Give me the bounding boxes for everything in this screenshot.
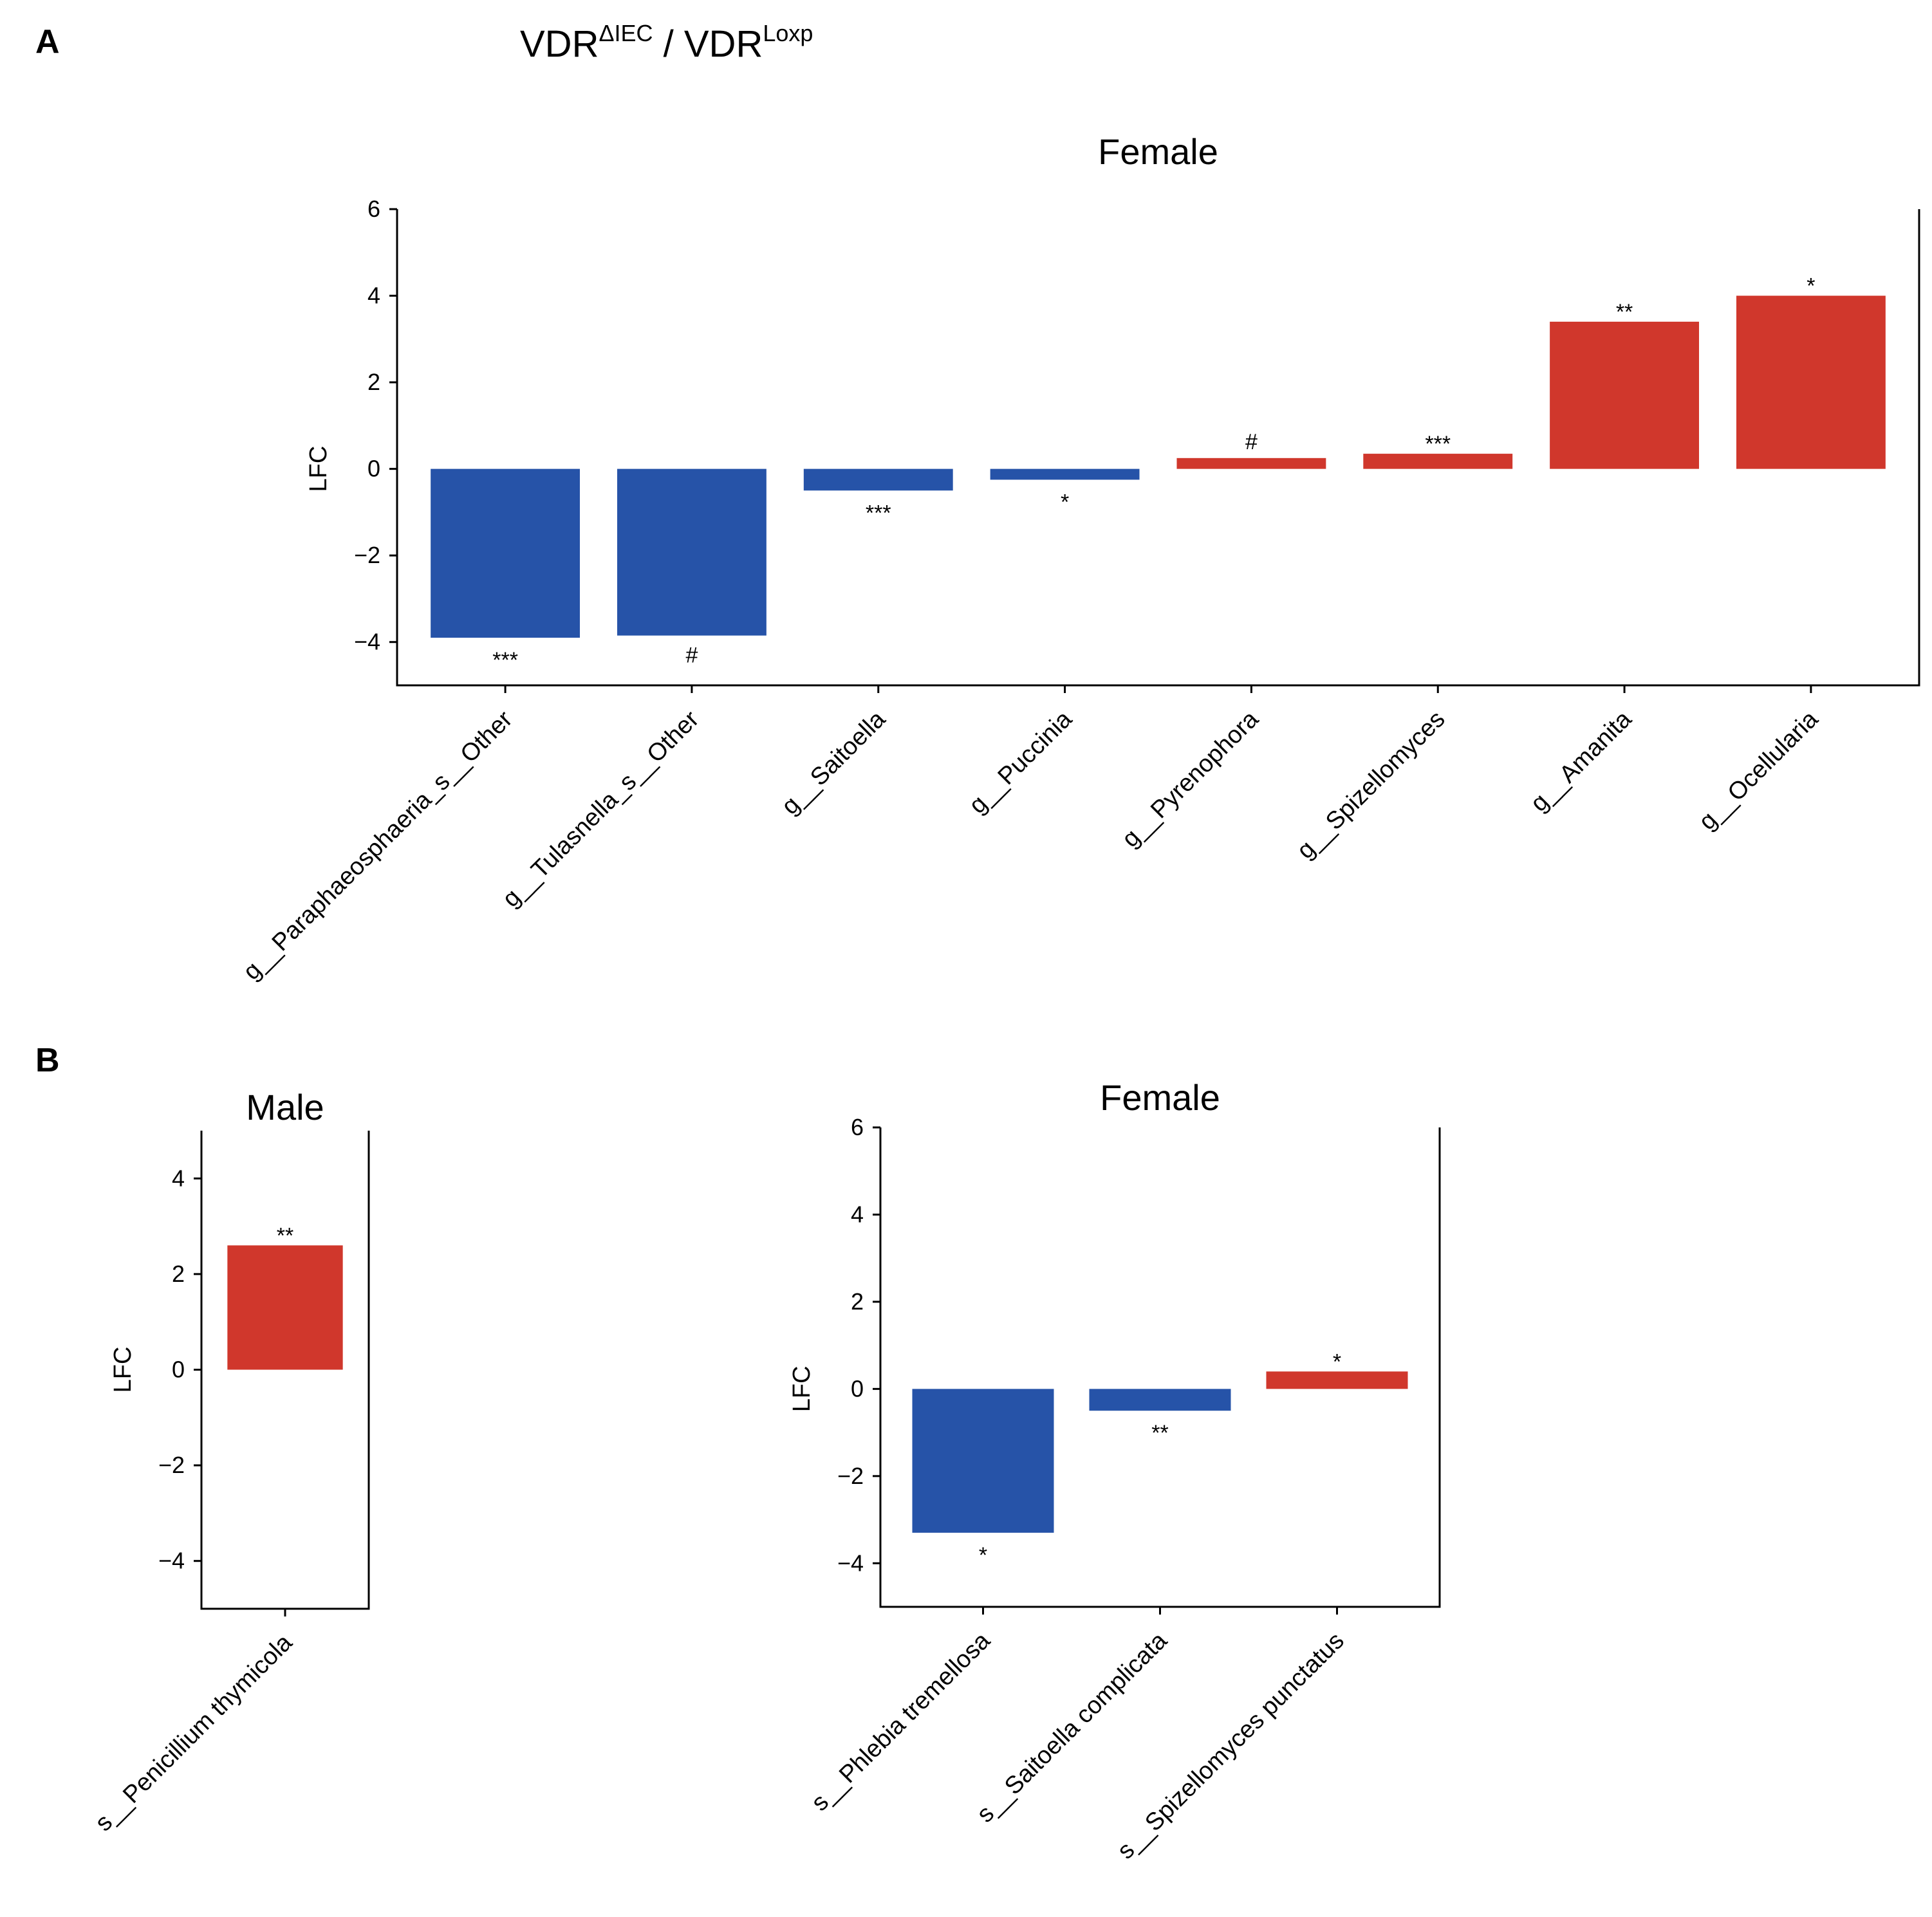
header-main-1: VDR: [520, 23, 599, 65]
chart-title: Female: [1100, 1077, 1220, 1118]
bar: [1550, 321, 1700, 469]
chart-title: Female: [1098, 131, 1218, 172]
header-sup-1: ΔIEC: [599, 20, 653, 46]
category-label: s__Phlebia tremellosa: [806, 1627, 996, 1817]
significance-label: *: [979, 1543, 987, 1568]
bar: [1089, 1389, 1231, 1411]
significance-label: *: [1807, 274, 1815, 299]
bar: [227, 1245, 343, 1370]
category-label: g__Saitoella: [777, 705, 891, 820]
significance-label: **: [277, 1223, 293, 1248]
category-label: s__Saitoella complicata: [972, 1627, 1173, 1828]
header-main-2: VDR: [684, 23, 763, 65]
header-sup-2: Loxp: [763, 20, 813, 46]
y-tick-label: −2: [354, 542, 380, 568]
bar: [803, 468, 953, 491]
bar: [617, 468, 766, 636]
bar: [1266, 1371, 1408, 1389]
category-label: g__Tulasnella_s__Other: [497, 705, 705, 912]
bar: [1363, 454, 1513, 469]
y-tick-label: 0: [172, 1357, 185, 1383]
y-axis-label: LFC: [305, 446, 332, 492]
y-tick-label: −4: [354, 629, 380, 655]
bar: [990, 468, 1140, 480]
y-axis-label: LFC: [109, 1347, 136, 1393]
significance-label: ***: [492, 648, 518, 672]
y-tick-label: 6: [367, 196, 380, 222]
y-tick-label: 2: [367, 369, 380, 395]
bar: [912, 1389, 1054, 1533]
panel-letter-b: B: [35, 1042, 60, 1079]
y-tick-label: 2: [851, 1288, 864, 1315]
chart-title: Male: [246, 1087, 324, 1127]
panel-letter-a: A: [35, 23, 60, 60]
chart-b-female: Female 6 4 2 0 −2 −4 LFC * s__Phlebia tremellosa *…: [788, 1077, 1441, 1864]
category-label: s__Penicillium thymicola: [90, 1629, 298, 1837]
bar: [1176, 458, 1326, 469]
y-tick-label: 2: [172, 1261, 185, 1287]
category-label: g__Ocellularia: [1694, 705, 1824, 835]
comparison-header: VDRΔIEC / VDRLoxp: [520, 20, 813, 65]
y-tick-label: −2: [158, 1452, 185, 1478]
y-tick-label: −2: [837, 1463, 864, 1489]
chart-a-female: Female6420−2−4LFC***g__Paraphaeosphaeria…: [238, 131, 1920, 985]
y-tick-label: 6: [851, 1114, 864, 1140]
category-label: g__Pyrenophora: [1117, 705, 1264, 853]
significance-label: **: [1616, 300, 1633, 324]
bar: [431, 468, 581, 638]
y-tick-label: 0: [367, 456, 380, 482]
y-tick-label: 0: [851, 1375, 864, 1402]
y-tick-label: 4: [851, 1201, 864, 1227]
axis-frame: [396, 209, 1920, 687]
significance-label: ***: [1425, 432, 1451, 456]
axis-frame: [879, 1127, 1441, 1608]
y-tick-label: 4: [367, 282, 380, 309]
chart-b-male: Male 4 2 0 −2 −4 LFC ** s__Penicillium thymicola: [90, 1087, 370, 1837]
significance-label: **: [1151, 1421, 1168, 1445]
bar: [1736, 295, 1886, 469]
significance-label: *: [1333, 1349, 1341, 1374]
significance-label: *: [1061, 490, 1069, 514]
category-label: g__Puccinia: [964, 705, 1078, 819]
category-label: g__Spizellomyces: [1292, 706, 1450, 864]
significance-label: #: [1245, 430, 1258, 454]
y-tick-label: −4: [158, 1548, 185, 1574]
significance-label: #: [685, 644, 698, 668]
category-label: g__Amanita: [1525, 705, 1637, 817]
category-label: g__Paraphaeosphaeria_s__Other: [238, 705, 518, 985]
y-axis-label: LFC: [788, 1366, 815, 1412]
y-tick-label: −4: [837, 1550, 864, 1576]
y-tick-label: 4: [172, 1165, 185, 1191]
significance-label: ***: [866, 501, 891, 525]
header-separator: /: [653, 23, 684, 65]
